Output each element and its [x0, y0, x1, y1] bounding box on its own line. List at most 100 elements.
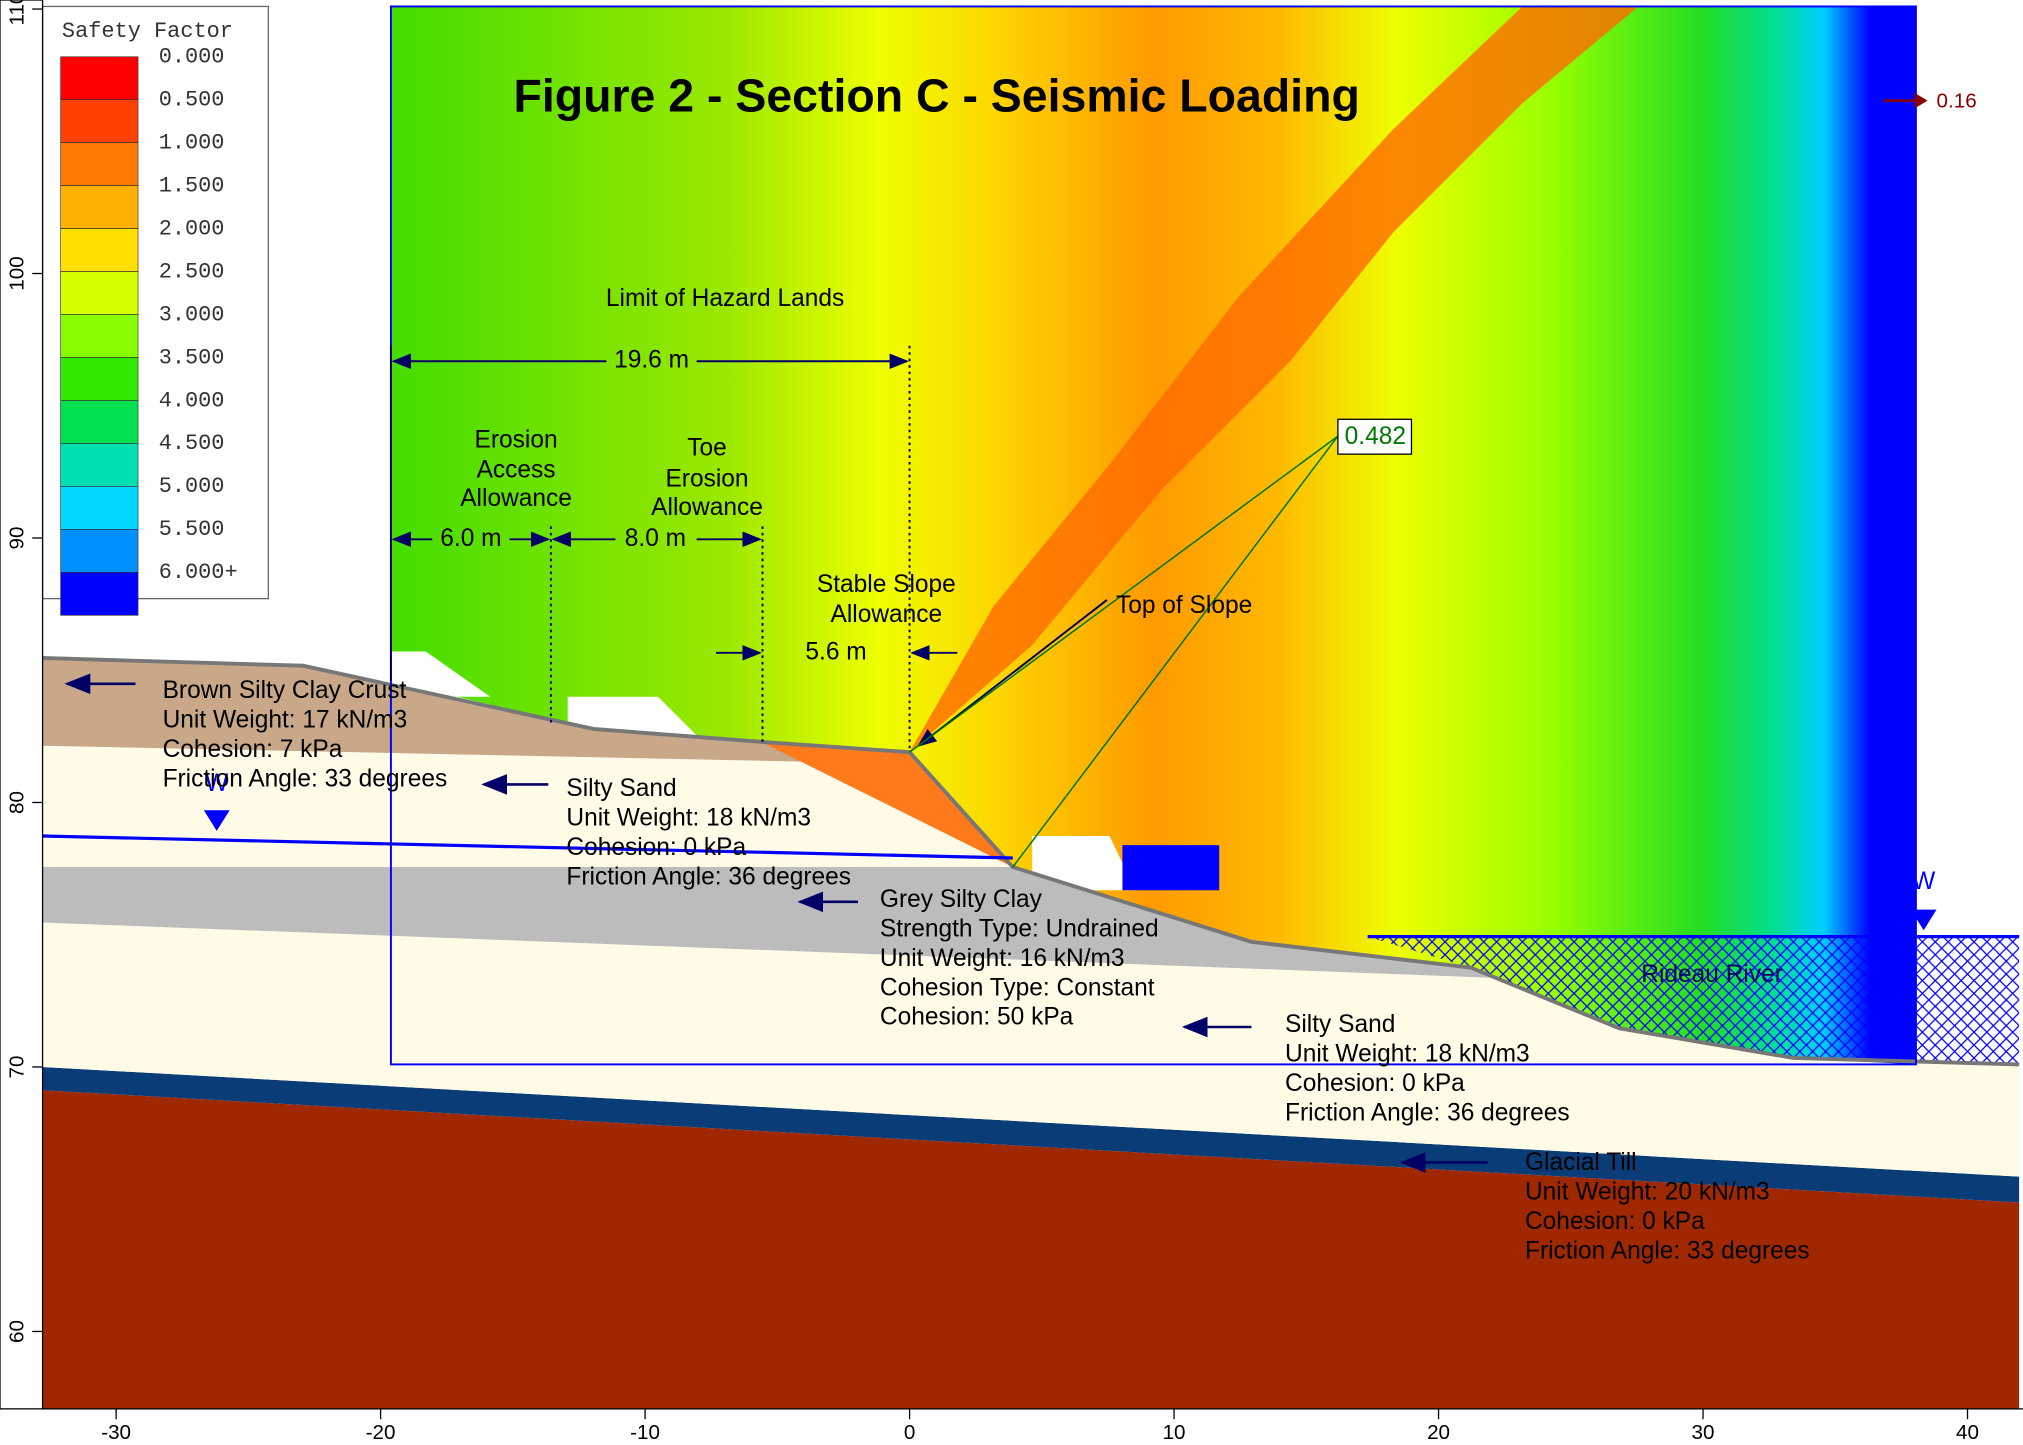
material-label: Friction Angle: 33 degrees	[163, 765, 448, 792]
legend-label: 4.500	[159, 431, 225, 456]
legend-swatch	[60, 400, 139, 444]
dimensions	[64, 345, 1488, 1173]
material-label: Brown Silty Clay Crust	[163, 677, 407, 704]
legend-swatch	[60, 572, 139, 616]
fos-box	[1337, 418, 1413, 455]
dimension-label: Stable Slope	[817, 571, 956, 598]
legend-label: 5.000	[159, 474, 225, 499]
legend-swatch	[60, 142, 139, 186]
material-label: Silty Sand	[566, 775, 676, 802]
x-tick-label: 30	[1692, 1421, 1715, 1444]
x-tick-label: 40	[1956, 1421, 1979, 1444]
legend-swatch	[60, 314, 139, 358]
dimension-label: Allowance	[831, 601, 943, 628]
grey-silty-clay	[42, 867, 1497, 978]
x-tick-label: -20	[366, 1421, 396, 1444]
legend-title: Safety Factor	[62, 19, 233, 44]
material-label: Unit Weight: 17 kN/m3	[163, 706, 408, 733]
legend-label: 0.500	[159, 88, 225, 113]
dimension-label: Erosion	[665, 465, 748, 492]
legend-label: 2.500	[159, 259, 225, 284]
slip-wedge	[761, 741, 1013, 867]
dimension-label: Allowance	[651, 494, 763, 521]
y-tick-label: 100	[6, 256, 29, 290]
dimension-label: Toe	[687, 434, 727, 461]
legend-label: 0.000	[159, 45, 225, 70]
water-table	[42, 834, 1013, 860]
x-axis-band	[0, 1408, 2023, 1445]
legend-swatch	[60, 228, 139, 272]
hazard-limit: Limit of Hazard Lands	[606, 285, 844, 312]
legend-label: 1.500	[159, 173, 225, 198]
material-label: Cohesion: 0 kPa	[1525, 1208, 1705, 1235]
glacial-till	[42, 1090, 2020, 1409]
legend-label: 4.000	[159, 388, 225, 413]
legend-swatch	[60, 529, 139, 573]
y-tick-label: 70	[6, 1056, 29, 1079]
top-of-slope: Top of Slope	[1116, 592, 1252, 619]
material-label: Unit Weight: 20 kN/m3	[1525, 1179, 1770, 1206]
material-label: Unit Weight: 16 kN/m3	[880, 945, 1125, 972]
legend-swatch	[60, 357, 139, 401]
legend-label: 6.000+	[159, 560, 238, 585]
material-label: Cohesion: 7 kPa	[163, 736, 343, 763]
seismic-arrow	[1914, 92, 1928, 109]
dimension-label: Allowance	[460, 485, 572, 512]
river-label: Rideau River	[1641, 961, 1783, 988]
material-label: Unit Weight: 18 kN/m3	[1285, 1041, 1530, 1068]
factor-of-safety: 0.482	[1345, 423, 1406, 450]
legend-swatch	[60, 99, 139, 144]
toe-width: 8.0 m	[625, 525, 686, 552]
x-tick-label: 10	[1163, 1421, 1186, 1444]
water-symbol	[203, 810, 230, 831]
stable-width: 5.6 m	[805, 638, 866, 665]
soil-layers	[42, 657, 2020, 1409]
material-label: Silty Sand	[1285, 1011, 1395, 1038]
water-symbol	[1910, 909, 1937, 931]
critical-band	[909, 6, 1639, 753]
material-label: Cohesion Type: Constant	[880, 974, 1155, 1001]
river-water	[1367, 936, 2020, 1065]
blank-zone	[390, 651, 491, 697]
blank-zone	[1122, 845, 1220, 891]
slip-surface	[909, 435, 1339, 868]
y-tick-label: 60	[6, 1320, 29, 1343]
legend-label: 3.000	[159, 302, 225, 327]
y-tick-label: 90	[6, 527, 29, 550]
till-band	[42, 1066, 2020, 1203]
figure-title: Figure 2 - Section C - Seismic Loading	[513, 70, 1359, 122]
legend-label: 3.500	[159, 345, 225, 370]
legend-label: 5.500	[159, 517, 225, 542]
legend-swatch	[60, 486, 139, 530]
hazard-width: 19.6 m	[614, 347, 689, 374]
dimension-label: Access	[477, 456, 556, 483]
legend-swatch	[60, 443, 139, 487]
material-label: Cohesion: 0 kPa	[566, 834, 746, 861]
blank-zone	[567, 696, 697, 736]
material-label: Glacial Till	[1525, 1149, 1637, 1176]
x-tick-label: -30	[101, 1421, 131, 1444]
y-axis-band	[0, 0, 44, 1410]
y-tick-label: 80	[6, 791, 29, 814]
x-tick-label: -10	[630, 1421, 660, 1444]
x-tick-label: 0	[904, 1421, 915, 1444]
water-label: W	[1912, 868, 1936, 895]
material-label: Cohesion: 0 kPa	[1285, 1070, 1465, 1097]
legend-swatch	[60, 185, 139, 229]
material-label: Cohesion: 50 kPa	[880, 1004, 1074, 1031]
legend-swatch	[60, 271, 139, 315]
x-tick-label: 20	[1427, 1421, 1450, 1444]
erosion-width: 6.0 m	[440, 525, 501, 552]
material-label: Friction Angle: 33 degrees	[1525, 1237, 1810, 1264]
material-label: Unit Weight: 18 kN/m3	[566, 804, 811, 831]
dimension-label: Erosion	[475, 427, 558, 454]
seismic-coefficient: 0.16	[1937, 89, 1977, 112]
material-label: Strength Type: Undrained	[880, 915, 1159, 942]
legend-swatch	[60, 56, 139, 101]
material-label: Friction Angle: 36 degrees	[566, 863, 851, 890]
blank-zone	[1032, 836, 1136, 891]
legend-label: 2.000	[159, 216, 225, 241]
water-label: W	[205, 770, 229, 797]
legend-label: 1.000	[159, 130, 225, 155]
